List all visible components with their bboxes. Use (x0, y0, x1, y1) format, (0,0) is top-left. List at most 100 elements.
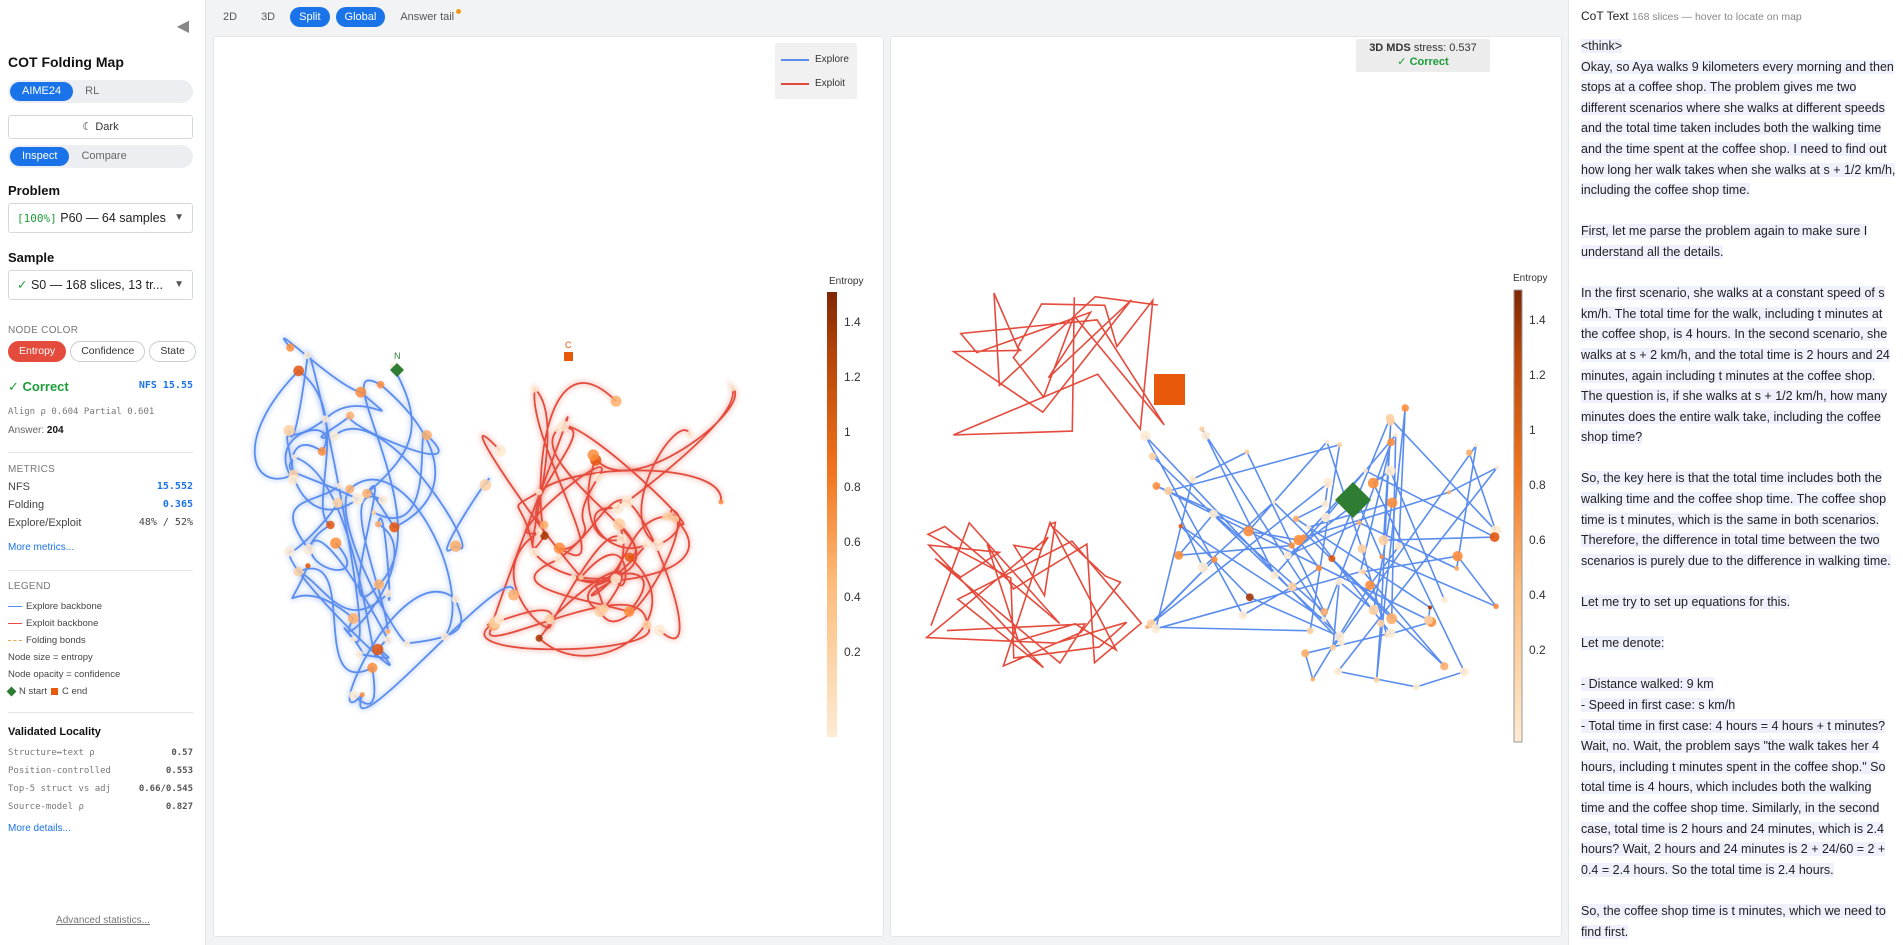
slice-node[interactable] (1423, 615, 1434, 625)
slice-node[interactable] (351, 493, 364, 505)
slice-node[interactable] (303, 351, 312, 360)
slice-node[interactable] (1336, 442, 1343, 448)
slice-node[interactable] (1387, 438, 1396, 447)
slice-node[interactable] (1310, 676, 1316, 682)
collapse-sidebar-icon[interactable]: ◀ (176, 18, 189, 35)
slice-node[interactable] (321, 415, 329, 423)
slice-node[interactable] (1174, 550, 1184, 560)
slice-node[interactable] (389, 522, 400, 533)
dark-mode-button[interactable]: ☾ Dark (8, 115, 193, 139)
slice-node[interactable] (305, 563, 311, 569)
global-button[interactable]: Global (335, 7, 386, 27)
slice-node[interactable] (1376, 619, 1385, 628)
node-color-confidence[interactable]: Confidence (70, 341, 146, 362)
slice-node[interactable] (1201, 431, 1211, 441)
slice-node[interactable] (1245, 593, 1254, 602)
slice-node[interactable] (1367, 477, 1379, 489)
slice-node[interactable] (1365, 580, 1375, 591)
slice-node[interactable] (372, 643, 384, 656)
slice-node[interactable] (729, 384, 736, 392)
slice-node[interactable] (373, 579, 385, 590)
slice-node[interactable] (1373, 676, 1380, 683)
slice-node[interactable] (291, 454, 297, 460)
slice-node[interactable] (1386, 497, 1398, 508)
slice-node[interactable] (1401, 404, 1409, 412)
slice-node[interactable] (569, 574, 577, 581)
slice-node[interactable] (1292, 515, 1300, 523)
advanced-statistics-link[interactable]: Advanced statistics... (56, 915, 150, 926)
cot-paragraph[interactable]: Let me try to set up equations for this. (1581, 595, 1791, 610)
slice-node[interactable] (367, 662, 378, 673)
cot-paragraph[interactable]: In the first scenario, she walks at a co… (1581, 286, 1890, 445)
slice-node[interactable] (1164, 486, 1173, 496)
slice-node[interactable] (1459, 667, 1469, 677)
slice-node[interactable] (1301, 649, 1310, 658)
slice-node[interactable] (1321, 500, 1329, 508)
node-color-state[interactable]: State (149, 341, 196, 362)
slice-node[interactable] (554, 426, 562, 433)
slice-node[interactable] (1357, 544, 1367, 554)
slice-node[interactable] (1360, 569, 1367, 575)
slice-node[interactable] (1315, 564, 1323, 572)
slice-node[interactable] (287, 474, 299, 486)
slice-node[interactable] (1321, 616, 1327, 623)
slice-node[interactable] (494, 613, 505, 625)
start-marker-icon[interactable] (390, 363, 404, 377)
slice-node[interactable] (621, 495, 634, 508)
slice-node[interactable] (578, 574, 584, 580)
slice-node[interactable] (1356, 520, 1362, 526)
slice-node[interactable] (345, 484, 355, 494)
slice-node[interactable] (1465, 449, 1473, 457)
slice-node[interactable] (1446, 490, 1452, 495)
slice-node[interactable] (652, 539, 665, 551)
dataset-option-aime24[interactable]: AIME24 (10, 82, 74, 101)
slice-node[interactable] (1378, 535, 1389, 546)
slice-node[interactable] (303, 544, 315, 555)
slice-node[interactable] (336, 483, 343, 489)
slice-node[interactable] (284, 546, 295, 557)
dataset-option-rl[interactable]: RL (85, 85, 100, 97)
slice-node[interactable] (1333, 667, 1343, 676)
slice-node[interactable] (332, 497, 343, 508)
slice-node[interactable] (326, 520, 335, 530)
slice-node[interactable] (1320, 608, 1329, 616)
end-marker-icon[interactable] (564, 352, 573, 361)
slice-node[interactable] (1454, 565, 1460, 571)
slice-node[interactable] (1386, 417, 1395, 426)
slice-node[interactable] (1208, 509, 1218, 519)
slice-node[interactable] (383, 635, 392, 644)
slice-node[interactable] (421, 430, 432, 441)
slice-node[interactable] (529, 547, 539, 558)
slice-node[interactable] (449, 540, 462, 552)
slice-node[interactable] (1178, 523, 1183, 529)
slice-node[interactable] (1324, 439, 1330, 445)
node-color-entropy[interactable]: Entropy (8, 341, 67, 362)
slice-node[interactable] (1441, 596, 1448, 604)
trajectory-nodes[interactable] (283, 343, 736, 700)
slice-node[interactable] (1321, 512, 1331, 523)
slice-node[interactable] (1197, 561, 1209, 573)
slice-node[interactable] (1210, 556, 1218, 563)
mode-option-inspect[interactable]: Inspect (10, 147, 70, 166)
slice-node[interactable] (329, 431, 339, 441)
slice-node[interactable] (293, 365, 304, 377)
slice-node[interactable] (1494, 465, 1500, 470)
slice-node[interactable] (403, 640, 411, 647)
slice-node[interactable] (1386, 613, 1398, 625)
more-metrics-link[interactable]: More metrics... (8, 542, 75, 553)
slice-node[interactable] (494, 444, 507, 457)
slice-node[interactable] (355, 386, 367, 398)
slice-node[interactable] (610, 573, 621, 585)
mode-option-compare[interactable]: Compare (81, 150, 127, 162)
map-2d-panel[interactable]: N C Explore Exploit Entropy 1.4 1.2 1 0.… (213, 36, 884, 937)
slice-node[interactable] (1270, 570, 1280, 580)
slice-node[interactable] (624, 552, 635, 562)
slice-node[interactable] (1151, 624, 1161, 634)
slice-node[interactable] (1394, 542, 1403, 551)
slice-node[interactable] (642, 620, 652, 630)
slice-node[interactable] (1489, 532, 1500, 542)
sample-select[interactable]: ✓ S0 — 168 slices, 13 tr... ▼ (8, 270, 193, 300)
cot-paragraph[interactable]: - Distance walked: 9 km - Speed in first … (1581, 677, 1886, 877)
slice-node[interactable] (613, 518, 626, 531)
slice-node[interactable] (350, 636, 357, 643)
